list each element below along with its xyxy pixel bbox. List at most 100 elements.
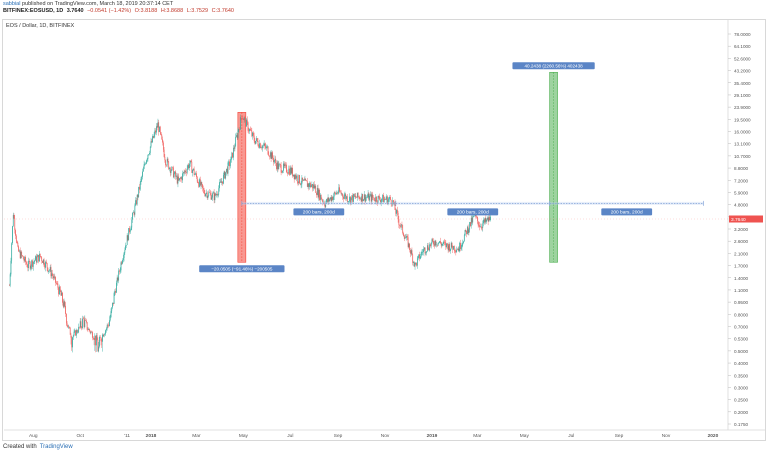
candle-down — [81, 327, 83, 329]
candle-up — [344, 194, 346, 197]
candle-down — [156, 126, 158, 128]
chart-header: sabbial published on TradingView.com, Ma… — [3, 1, 236, 15]
candle-up — [9, 274, 11, 286]
candle-down — [391, 203, 393, 205]
candle-down — [295, 175, 297, 179]
candle-up — [105, 330, 106, 334]
y-tick-label: 19.5000 — [734, 117, 751, 122]
candle-up — [404, 237, 406, 239]
price-range-label: 40.2438 (2260.56%) 402438 — [524, 63, 583, 68]
candle-down — [355, 195, 357, 198]
candle-up — [34, 260, 36, 262]
y-tick-label: 1.1000 — [734, 288, 748, 293]
candle-down — [44, 265, 46, 268]
candle-down — [452, 247, 454, 250]
candle-down — [191, 161, 193, 173]
candle-down — [480, 226, 482, 228]
candle-up — [104, 333, 106, 335]
candle-down — [449, 244, 451, 252]
candle-up — [120, 262, 122, 271]
candle-down — [115, 291, 116, 293]
y-tick-label: 0.9500 — [734, 300, 748, 305]
candle-down — [19, 250, 21, 259]
candle-up — [116, 282, 117, 293]
candle-down — [357, 192, 359, 197]
candle-up — [20, 251, 22, 259]
candle-down — [267, 146, 269, 155]
candle-up — [320, 194, 321, 200]
candle-down — [400, 225, 401, 227]
candle-up — [94, 335, 96, 340]
candle-up — [388, 198, 390, 200]
candle-down — [340, 192, 342, 195]
candle-down — [254, 140, 256, 144]
candle-down — [41, 257, 43, 261]
candle-down — [332, 196, 334, 200]
candle-down — [447, 245, 449, 251]
candle-up — [63, 301, 65, 307]
candle-down — [445, 242, 447, 248]
candle-down — [155, 130, 156, 133]
author-link[interactable]: sabbial — [3, 1, 21, 7]
candle-up — [467, 226, 468, 235]
candle-down — [26, 263, 28, 268]
candle-down — [52, 275, 54, 279]
candle-down — [27, 267, 29, 268]
candle-down — [275, 158, 277, 164]
candle-down — [324, 204, 326, 208]
candle-down — [165, 160, 166, 166]
candle-down — [402, 224, 404, 234]
candle-down — [243, 118, 244, 120]
candle-up — [189, 160, 191, 164]
candle-up — [68, 326, 70, 328]
candle-up — [459, 242, 461, 252]
candle-up — [234, 146, 236, 149]
x-tick-label: Mar — [192, 433, 201, 439]
candle-up — [195, 173, 197, 175]
ohlc-open: O:3.8188 — [134, 8, 158, 14]
candle-up — [218, 188, 220, 195]
candle-down — [151, 141, 153, 143]
candle-down — [39, 253, 41, 257]
candle-down — [50, 267, 52, 277]
candle-up — [111, 307, 113, 312]
candle-down — [220, 181, 222, 183]
candle-up — [333, 196, 334, 200]
candle-down — [395, 209, 397, 214]
candle-down — [393, 200, 394, 204]
x-tick-label: 2018 — [146, 433, 157, 439]
y-tick-label: 5.9000 — [734, 190, 748, 195]
candle-down — [466, 230, 467, 235]
chart-footer: Created with TradingView — [3, 444, 73, 450]
candle-up — [173, 173, 175, 178]
y-tick-label: 2.6000 — [734, 239, 748, 244]
candle-up — [237, 130, 239, 138]
candle-up — [488, 217, 490, 222]
candle-down — [316, 192, 317, 195]
y-tick-label: 0.5000 — [734, 349, 748, 354]
candle-up — [487, 217, 488, 220]
candle-down — [335, 192, 337, 195]
candle-up — [423, 249, 424, 253]
candle-up — [138, 186, 140, 197]
candle-down — [197, 181, 199, 183]
candle-up — [102, 334, 103, 342]
price-change: −0.0541 (−1.42%) — [87, 8, 132, 14]
tradingview-logo-link[interactable]: TradingView — [39, 444, 73, 450]
candle-down — [21, 251, 23, 256]
y-tick-label: 35.4000 — [734, 81, 751, 86]
candle-down — [158, 122, 160, 132]
candle-up — [462, 242, 464, 244]
candle-up — [356, 192, 358, 198]
candle-down — [386, 196, 388, 205]
candle-down — [359, 197, 360, 200]
candle-down — [467, 226, 469, 233]
candle-up — [230, 156, 232, 163]
candle-up — [353, 194, 354, 202]
candle-up — [229, 162, 231, 167]
candle-up — [39, 253, 40, 262]
candle-up — [406, 236, 407, 238]
candle-down — [320, 194, 322, 200]
candle-up — [226, 168, 227, 173]
